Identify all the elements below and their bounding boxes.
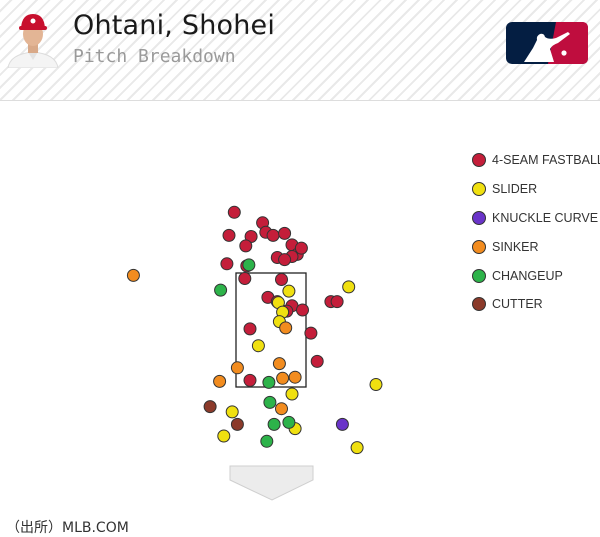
legend-swatch: [472, 239, 486, 254]
pitch-point-sinker: [272, 357, 286, 371]
legend-item: SINKER: [472, 232, 600, 261]
pitch-point-4-seam-fastball: [310, 354, 324, 368]
legend-item: KNUCKLE CURVE: [472, 204, 600, 233]
player-name: Ohtani, Shohei: [73, 10, 276, 41]
legend-item: SLIDER: [472, 175, 600, 204]
pitch-point-changeup: [263, 395, 277, 409]
pitch-point-slider: [251, 339, 265, 353]
mlb-logo: [506, 22, 588, 64]
pitch-point-changeup: [260, 434, 274, 448]
pitch-point-sinker: [275, 402, 288, 416]
pitch-point-slider: [285, 387, 299, 401]
pitch-point-4-seam-fastball: [227, 205, 241, 219]
pitch-points: [126, 205, 383, 455]
header-banner: Ohtani, Shohei Pitch Breakdown: [0, 0, 600, 101]
pitch-point-changeup: [214, 283, 228, 297]
legend-swatch: [472, 182, 486, 197]
pitch-point-slider: [369, 378, 383, 391]
pitch-point-4-seam-fastball: [243, 322, 257, 336]
legend-label: SLIDER: [492, 182, 538, 197]
pitch-point-slider: [282, 284, 296, 298]
pitch-point-slider: [342, 280, 356, 294]
pitch-point-slider: [225, 405, 239, 419]
chart-legend: 4-SEAM FASTBALL SLIDER KNUCKLE CURVE SINKER…: [472, 146, 600, 319]
pitch-point-4-seam-fastball: [330, 295, 344, 309]
legend-swatch: [472, 297, 486, 312]
pitch-point-changeup: [262, 375, 276, 389]
pitch-point-4-seam-fastball: [275, 273, 288, 286]
pitch-point-4-seam-fastball: [304, 326, 318, 340]
pitch-point-4-seam-fastball: [294, 241, 308, 255]
pitch-point-4-seam-fastball: [238, 272, 252, 285]
legend-swatch: [472, 210, 486, 225]
legend-swatch: [472, 268, 486, 283]
pitch-point-changeup: [242, 258, 256, 272]
pitch-point-sinker: [279, 321, 293, 335]
pitch-scatter-plot: [126, 205, 383, 501]
avatar: [6, 10, 60, 68]
pitch-point-sinker: [126, 268, 140, 282]
pitch-point-slider: [350, 441, 364, 455]
source-note: （出所）MLB.COM: [6, 520, 129, 536]
pitch-point-sinker: [276, 371, 290, 385]
pitch-point-4-seam-fastball: [266, 228, 280, 242]
pitch-point-4-seam-fastball: [278, 253, 292, 267]
pitch-point-knuckle-curve: [335, 417, 349, 431]
pitch-point-slider: [217, 429, 231, 443]
legend-label: SINKER: [492, 239, 539, 254]
chart-subtitle: Pitch Breakdown: [73, 46, 236, 67]
legend-item: 4-SEAM FASTBALL: [472, 146, 600, 175]
pitch-point-cutter: [230, 417, 244, 431]
legend-item: CHANGEUP: [472, 261, 600, 290]
legend-item: CUTTER: [472, 290, 600, 319]
legend-swatch: [472, 153, 486, 168]
pitch-point-changeup: [282, 415, 296, 429]
pitch-point-4-seam-fastball: [220, 257, 234, 271]
pitch-point-cutter: [203, 400, 217, 414]
legend-label: KNUCKLE CURVE: [492, 210, 599, 225]
home-plate: [229, 465, 314, 501]
pitch-point-4-seam-fastball: [278, 226, 292, 240]
legend-label: 4-SEAM FASTBALL: [492, 153, 600, 168]
pitch-point-changeup: [267, 417, 281, 431]
pitch-point-4-seam-fastball: [239, 239, 253, 253]
pitch-point-sinker: [213, 374, 227, 388]
pitch-point-sinker: [230, 361, 244, 375]
pitch-point-4-seam-fastball: [296, 303, 309, 317]
legend-label: CUTTER: [492, 297, 543, 312]
pitch-point-sinker: [288, 370, 302, 384]
pitch-point-4-seam-fastball: [243, 373, 257, 387]
legend-label: CHANGEUP: [492, 268, 563, 283]
pitch-point-4-seam-fastball: [222, 228, 236, 242]
